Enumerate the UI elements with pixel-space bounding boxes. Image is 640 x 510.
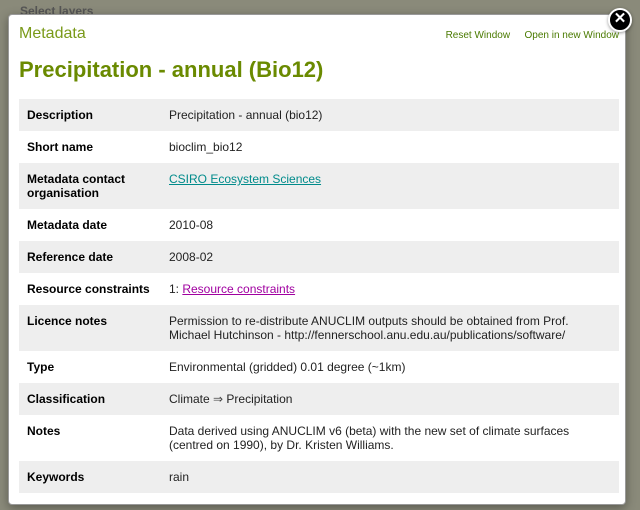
metadata-table: Description Precipitation - annual (bio1… bbox=[19, 99, 619, 504]
label-short-name: Short name bbox=[19, 131, 161, 163]
row-more-info: More information http://fennerschool.anu… bbox=[19, 493, 619, 504]
value-licence-notes: Permission to re-distribute ANUCLIM outp… bbox=[161, 305, 619, 351]
row-short-name: Short name bioclim_bio12 bbox=[19, 131, 619, 163]
label-description: Description bbox=[19, 99, 161, 131]
row-classification: Classification Climate ⇒ Precipitation bbox=[19, 383, 619, 415]
reset-window-link[interactable]: Reset Window bbox=[446, 30, 510, 41]
row-keywords: Keywords rain bbox=[19, 461, 619, 493]
value-resource-constraints: 1: Resource constraints bbox=[161, 273, 619, 305]
dialog-scroll-area[interactable]: Metadata Reset Window Open in new Window… bbox=[9, 15, 625, 504]
label-contact-org: Metadata contact organisation bbox=[19, 163, 161, 209]
value-keywords: rain bbox=[161, 461, 619, 493]
label-type: Type bbox=[19, 351, 161, 383]
value-classification: Climate ⇒ Precipitation bbox=[161, 383, 619, 415]
label-more-info: More information bbox=[19, 493, 161, 504]
label-classification: Classification bbox=[19, 383, 161, 415]
metadata-heading: Metadata bbox=[19, 25, 86, 43]
row-contact-org: Metadata contact organisation CSIRO Ecos… bbox=[19, 163, 619, 209]
value-reference-date: 2008-02 bbox=[161, 241, 619, 273]
label-metadata-date: Metadata date bbox=[19, 209, 161, 241]
label-resource-constraints: Resource constraints bbox=[19, 273, 161, 305]
row-notes: Notes Data derived using ANUCLIM v6 (bet… bbox=[19, 415, 619, 461]
constraints-prefix: 1: bbox=[169, 282, 182, 296]
value-metadata-date: 2010-08 bbox=[161, 209, 619, 241]
value-description: Precipitation - annual (bio12) bbox=[161, 99, 619, 131]
value-contact-org: CSIRO Ecosystem Sciences bbox=[161, 163, 619, 209]
more-info-link[interactable]: http://fennerschool.anu.edu.au/publicati… bbox=[169, 502, 450, 504]
label-keywords: Keywords bbox=[19, 461, 161, 493]
row-resource-constraints: Resource constraints 1: Resource constra… bbox=[19, 273, 619, 305]
row-description: Description Precipitation - annual (bio1… bbox=[19, 99, 619, 131]
value-notes: Data derived using ANUCLIM v6 (beta) wit… bbox=[161, 415, 619, 461]
dialog-header: Metadata Reset Window Open in new Window bbox=[19, 25, 619, 43]
row-reference-date: Reference date 2008-02 bbox=[19, 241, 619, 273]
arrow-icon: ⇒ bbox=[213, 392, 223, 406]
csiro-link[interactable]: CSIRO Ecosystem Sciences bbox=[169, 172, 321, 186]
header-links: Reset Window Open in new Window bbox=[436, 25, 619, 43]
resource-constraints-link[interactable]: Resource constraints bbox=[182, 282, 295, 296]
label-notes: Notes bbox=[19, 415, 161, 461]
value-short-name: bioclim_bio12 bbox=[161, 131, 619, 163]
metadata-dialog: ✕ Metadata Reset Window Open in new Wind… bbox=[8, 14, 626, 505]
label-reference-date: Reference date bbox=[19, 241, 161, 273]
row-licence-notes: Licence notes Permission to re-distribut… bbox=[19, 305, 619, 351]
label-licence-notes: Licence notes bbox=[19, 305, 161, 351]
row-type: Type Environmental (gridded) 0.01 degree… bbox=[19, 351, 619, 383]
value-type: Environmental (gridded) 0.01 degree (~1k… bbox=[161, 351, 619, 383]
open-new-window-link[interactable]: Open in new Window bbox=[525, 30, 620, 41]
page-title: Precipitation - annual (Bio12) bbox=[19, 57, 619, 83]
value-more-info: http://fennerschool.anu.edu.au/publicati… bbox=[161, 493, 619, 504]
row-metadata-date: Metadata date 2010-08 bbox=[19, 209, 619, 241]
